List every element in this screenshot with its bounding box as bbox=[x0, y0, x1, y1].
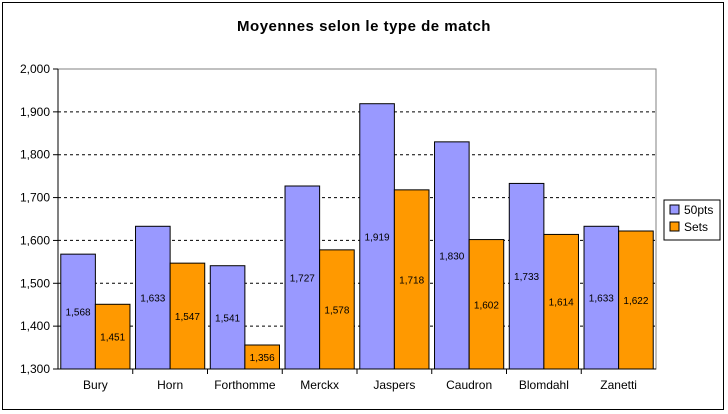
y-tick-label: 1,900 bbox=[20, 105, 50, 119]
x-tick-label: Bury bbox=[83, 378, 108, 392]
y-tick-label: 2,000 bbox=[20, 62, 50, 76]
data-label: 1,633 bbox=[140, 294, 165, 305]
bar-50pts-horn bbox=[135, 225, 171, 370]
legend-label: 50pts bbox=[684, 203, 713, 217]
data-label: 1,602 bbox=[474, 300, 499, 311]
data-label: 1,622 bbox=[623, 296, 648, 307]
bar-sets-forthomme bbox=[244, 344, 280, 370]
y-tick-label: 1,600 bbox=[20, 233, 50, 247]
bar-sets-caudron bbox=[468, 239, 505, 370]
bar-sets-blomdahl bbox=[543, 233, 579, 370]
bar-50pts-merckx bbox=[284, 185, 321, 370]
y-tick-label: 1,300 bbox=[20, 362, 50, 376]
bar-sets-merckx bbox=[319, 249, 355, 370]
bar-sets-jaspers bbox=[393, 189, 430, 370]
chart-title: Moyennes selon le type de match bbox=[237, 18, 491, 35]
bar-50pts-caudron bbox=[434, 141, 470, 370]
data-label: 1,727 bbox=[290, 274, 315, 285]
legend-swatch bbox=[669, 221, 680, 232]
legend: 50pts Sets bbox=[663, 199, 721, 241]
x-tick-label: Blomdahl bbox=[519, 378, 569, 392]
x-tick-label: Jaspers bbox=[373, 378, 415, 392]
y-tick-label: 1,500 bbox=[20, 276, 50, 290]
data-label: 1,541 bbox=[215, 313, 240, 324]
data-label: 1,578 bbox=[324, 305, 349, 316]
x-tick-label: Merckx bbox=[300, 378, 339, 392]
bar-50pts-zanetti bbox=[583, 225, 620, 370]
x-tick-label: Caudron bbox=[446, 378, 492, 392]
y-tick-label: 1,800 bbox=[20, 148, 50, 162]
data-label: 1,830 bbox=[439, 251, 464, 262]
data-label: 1,614 bbox=[549, 298, 574, 309]
x-tick-label: Forthomme bbox=[214, 378, 276, 392]
bars: 1,568 1,451 1,633 1,547 1,541 1,356 1,727 1,578… bbox=[60, 103, 654, 370]
x-tick-label: Zanetti bbox=[600, 378, 637, 392]
data-label: 1,356 bbox=[250, 353, 275, 364]
data-label: 1,919 bbox=[365, 232, 390, 243]
bar-sets-bury bbox=[94, 303, 131, 370]
data-label: 1,568 bbox=[66, 308, 91, 319]
x-tick-label: Horn bbox=[157, 378, 183, 392]
axes: 1,300 1,400 1,500 1,600 1,700 1,800 1,900 2,000… bbox=[20, 62, 656, 392]
data-label: 1,718 bbox=[399, 275, 424, 286]
bar-50pts-bury bbox=[60, 253, 96, 370]
data-label: 1,451 bbox=[100, 333, 125, 344]
legend-label: Sets bbox=[684, 220, 708, 234]
data-label: 1,633 bbox=[589, 294, 614, 305]
bar-sets-zanetti bbox=[618, 230, 654, 370]
y-tick-label: 1,700 bbox=[20, 191, 50, 205]
data-label: 1,547 bbox=[175, 312, 200, 323]
y-tick-label: 1,400 bbox=[20, 319, 50, 333]
bar-50pts-jaspers bbox=[359, 103, 395, 370]
data-label: 1,733 bbox=[514, 272, 539, 283]
legend-swatch bbox=[669, 204, 680, 215]
